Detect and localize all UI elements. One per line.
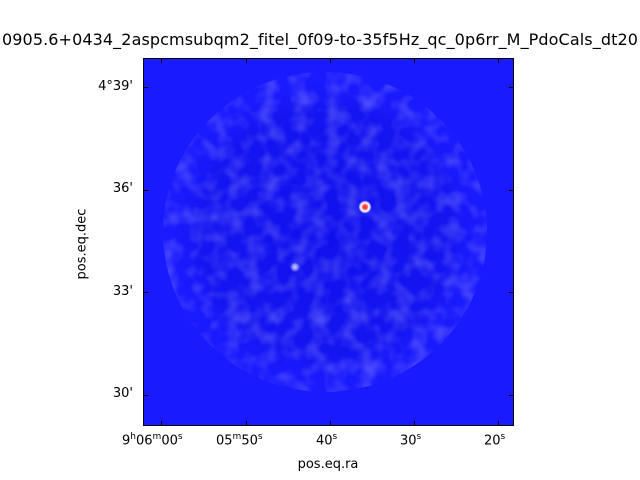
- y-axis-label: pos.eq.dec: [74, 208, 90, 280]
- x-axis-label: pos.eq.ra: [297, 457, 359, 472]
- x-tick-label: 40s: [316, 432, 338, 449]
- x-tick-label: 30s: [400, 432, 422, 449]
- x-tick-label: 9h06m00s: [122, 432, 183, 449]
- bright-source: [358, 200, 372, 214]
- image-title: 0905.6+0434_2aspcmsubqm2_fitel_0f09-to-3…: [1, 30, 639, 49]
- y-tick-label: 4°39': [98, 79, 133, 94]
- x-tick-label: 20s: [484, 432, 506, 449]
- faint-source: [289, 261, 301, 273]
- y-tick-label: 33': [112, 284, 133, 299]
- y-tick-label: 36': [112, 181, 133, 196]
- x-tick-label: 05m50s: [216, 432, 263, 449]
- sky-image-panel: [143, 58, 514, 426]
- y-tick-label: 30': [112, 386, 133, 401]
- sky-image: [144, 59, 513, 425]
